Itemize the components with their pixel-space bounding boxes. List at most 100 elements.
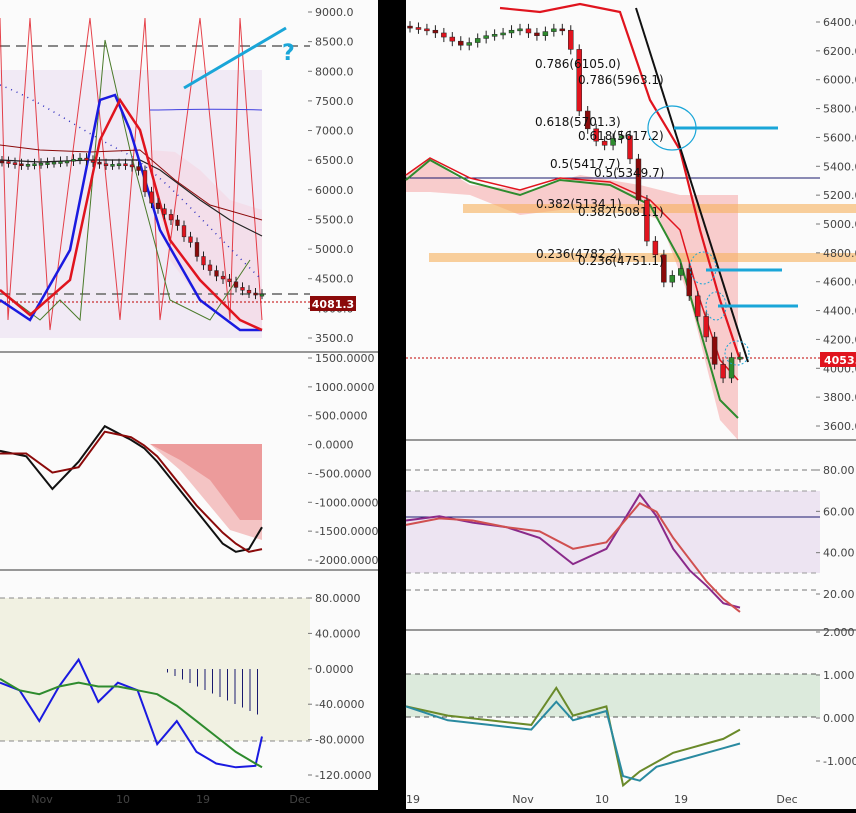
left-time-axis-label: 19 — [196, 793, 210, 806]
left-candle — [103, 163, 109, 167]
right-candle — [593, 128, 599, 142]
left-candles — [0, 153, 265, 300]
left-candle — [188, 236, 193, 243]
right-time-axis: 19 Nov 10 19 Dec — [406, 793, 798, 806]
right-candle — [491, 34, 498, 37]
left-candle — [259, 293, 265, 297]
left-macd-axis-label: -1500.0000 — [315, 525, 378, 538]
right-rsi-panel: 80.00 60.00 40.00 20.00 — [405, 464, 855, 613]
macd-fill-light — [150, 444, 262, 540]
left-osc-axis-label: 0.0000 — [315, 663, 354, 676]
right-time-axis-label: 19 — [674, 793, 688, 806]
right-candle — [568, 29, 574, 50]
left-candle — [58, 161, 63, 164]
left-macd-axis-label: -1000.0000 — [315, 496, 378, 509]
left-candle — [181, 225, 187, 238]
right-rsi-axis-label: 40.00 — [823, 547, 855, 560]
right-candle — [618, 135, 625, 139]
left-candle — [162, 208, 167, 215]
left-osc-axis-label: -120.0000 — [315, 769, 371, 782]
right-candle — [407, 25, 413, 29]
fib-label: 0.382(5081.1) — [578, 205, 664, 219]
right-candle — [669, 275, 676, 283]
left-candle — [246, 289, 252, 294]
ma-dark-red — [0, 144, 263, 221]
fib-label: 0.618(5701.3) — [535, 115, 621, 129]
right-price-axis-label: 5000.00 — [823, 218, 856, 231]
left-candle — [136, 166, 141, 171]
left-candle — [240, 287, 245, 291]
left-candle — [12, 162, 18, 165]
left-price-axis-label: 8000.0 — [315, 65, 354, 78]
right-candle — [720, 364, 726, 379]
left-osc-axis-label: 80.0000 — [315, 592, 361, 605]
right-osc-axis-label: 0.000 — [823, 712, 855, 725]
left-candle — [38, 162, 44, 166]
right-price-axis-label: 4800.00 — [823, 247, 856, 260]
osc-band — [0, 598, 310, 741]
right-candle — [424, 28, 430, 32]
right-candle — [458, 40, 464, 46]
right-rsi-series — [405, 492, 741, 613]
left-candle — [64, 160, 70, 164]
fib-band-0236 — [429, 253, 856, 262]
right-price-axis-label: 5200.00 — [823, 189, 856, 202]
left-candle — [155, 202, 161, 209]
left-macd-axis-label: -2000.0000 — [315, 554, 378, 567]
right-osc-series — [405, 685, 741, 788]
osc-band-right — [406, 674, 820, 717]
circle-annotation-2 — [689, 251, 717, 285]
left-price-axis-label: 5000.0 — [315, 243, 354, 256]
left-candle — [90, 160, 96, 163]
right-candle — [483, 35, 489, 39]
rsi-band — [406, 491, 820, 573]
left-osc-axis-label: -80.0000 — [315, 734, 364, 747]
left-candle — [0, 160, 5, 164]
right-price-axis-label: 6000.00 — [823, 74, 856, 87]
right-candle — [627, 135, 633, 160]
right-price-axis-label: 4200.00 — [823, 333, 856, 346]
left-macd-series-1 — [0, 430, 263, 553]
price-tag-left — [310, 296, 356, 311]
right-candle — [466, 42, 472, 46]
right-price-axis-label: 5600.00 — [823, 131, 856, 144]
fib-label: 0.786(5963.1) — [578, 73, 664, 87]
left-candle — [45, 162, 50, 165]
left-macd-axis-label: -500.0000 — [315, 467, 371, 480]
stoch-blue — [0, 93, 262, 332]
left-osc-panel: 80.0000 40.0000 0.0000 -40.0000 -80.0000 -120… — [0, 592, 371, 782]
left-price-axis-label: 7500.0 — [315, 95, 354, 108]
right-price-axis-label: 6400.00 — [823, 16, 856, 29]
left-candle — [32, 163, 37, 167]
right-candle — [508, 29, 515, 34]
right-time-axis-label: Dec — [776, 793, 797, 806]
right-candle — [534, 32, 540, 36]
right-candle — [644, 199, 650, 242]
right-candle — [551, 28, 557, 32]
left-candle — [19, 163, 24, 167]
right-candle — [474, 38, 481, 43]
right-rsi-axis-label: 20.00 — [823, 588, 855, 601]
left-time-axis: Nov 10 19 Dec — [31, 793, 310, 806]
ichimoku-cloud-right — [406, 160, 738, 440]
right-candle — [737, 356, 743, 360]
right-time-axis-label: 10 — [595, 793, 609, 806]
left-candle — [77, 157, 83, 161]
left-macd-series — [0, 424, 263, 553]
left-candle — [220, 275, 226, 280]
left-candle — [253, 292, 258, 296]
right-time-axis-label: Nov — [512, 793, 534, 806]
left-candle — [168, 214, 174, 221]
left-price-panel: ? 9000.0 8500.0 8000.0 7500.0 7000.0 6500.0 60… — [0, 6, 356, 345]
left-macd-axis-label: 500.0000 — [315, 410, 368, 423]
left-candle — [25, 164, 31, 167]
right-time-axis-label: 19 — [406, 793, 420, 806]
right-price-axis-label: 4600.00 — [823, 276, 856, 289]
fib-label: 0.382(5134.1) — [536, 197, 622, 211]
left-osc-series — [0, 657, 263, 769]
left-price-axis-label: 5500.0 — [315, 213, 354, 226]
left-candle — [142, 170, 148, 193]
tenkan-green — [405, 158, 739, 419]
right-candle — [711, 336, 718, 365]
